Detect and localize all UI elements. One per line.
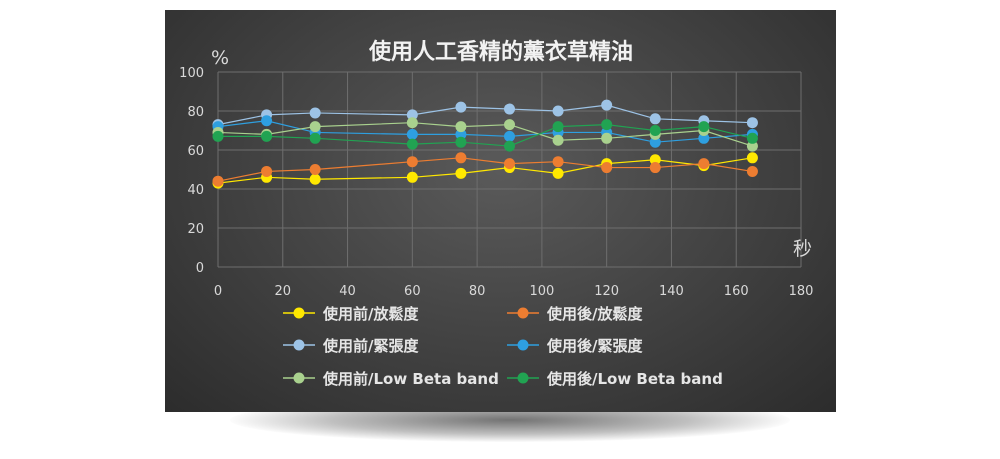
data-point [406, 117, 418, 129]
data-point [552, 167, 564, 179]
y-axis-label: % [211, 47, 229, 69]
data-point [455, 101, 467, 113]
legend-swatch-marker [517, 339, 529, 351]
data-point [504, 103, 515, 115]
data-point [601, 162, 613, 174]
data-point [746, 152, 758, 164]
x-tick-label: 100 [529, 284, 554, 299]
data-point [406, 171, 418, 183]
data-point [504, 140, 515, 152]
data-point [455, 167, 467, 179]
legend-swatch-marker [293, 372, 305, 384]
legend-swatch-marker [517, 307, 529, 319]
data-point [649, 136, 661, 148]
data-point [698, 121, 710, 133]
x-axis-label: 秒 [793, 238, 812, 260]
x-tick-label: 160 [724, 284, 749, 299]
data-point [309, 164, 321, 175]
data-point [406, 138, 418, 150]
series-line [217, 104, 753, 126]
line-chart: 0 20 40 60 80 100 0 20 40 60 80 100 120 140 160 180 使用人… [179, 39, 813, 388]
legend-label: 使用前/Low Beta band [322, 370, 499, 388]
data-point [455, 136, 467, 148]
chart-panel: 0 20 40 60 80 100 0 20 40 60 80 100 120 140 160 180 使用人… [165, 10, 836, 412]
y-tick-label: 60 [187, 144, 204, 159]
data-point [212, 130, 224, 142]
legend-swatch-marker [293, 307, 305, 319]
data-point [212, 175, 224, 187]
data-point [309, 121, 321, 133]
data-point [601, 99, 613, 111]
data-point [698, 132, 710, 144]
x-tick-label: 40 [339, 284, 356, 299]
data-point [649, 154, 661, 166]
data-point [552, 156, 564, 168]
data-point [406, 128, 418, 140]
series-line [217, 120, 753, 143]
x-tick-label: 60 [404, 284, 421, 299]
data-point [601, 119, 613, 131]
data-point [746, 117, 758, 129]
x-tick-label: 20 [275, 284, 292, 299]
legend-label: 使用後/放鬆度 [546, 305, 643, 323]
x-tick-label: 80 [469, 284, 486, 299]
axis-ticks: 0 20 40 60 80 100 0 20 40 60 80 100 120 140 160 180 [179, 66, 813, 299]
data-point [455, 152, 467, 164]
series-group [212, 99, 758, 189]
x-tick-label: 140 [659, 284, 684, 299]
data-point [261, 165, 273, 177]
x-tick-label: 180 [789, 284, 814, 299]
x-tick-label: 0 [214, 284, 222, 299]
data-point [455, 121, 467, 133]
series-line [217, 122, 753, 147]
data-point [261, 115, 273, 127]
y-tick-label: 0 [196, 261, 204, 276]
data-point [649, 113, 661, 125]
y-tick-label: 100 [179, 66, 204, 81]
data-point [309, 173, 321, 185]
data-point [746, 140, 758, 152]
data-point [746, 165, 758, 177]
data-point [601, 132, 613, 144]
legend-swatch-marker [517, 372, 529, 384]
grid-lines [217, 71, 802, 268]
chart-title: 使用人工香精的薰衣草精油 [368, 39, 633, 65]
data-point [504, 130, 515, 142]
legend-swatch-marker [293, 339, 305, 351]
legend-label: 使用後/緊張度 [546, 337, 643, 355]
data-point [552, 105, 564, 117]
data-point [746, 132, 758, 144]
data-point [309, 107, 321, 119]
data-point [504, 119, 515, 131]
x-tick-label: 120 [594, 284, 619, 299]
y-tick-label: 20 [187, 222, 204, 237]
data-point [649, 162, 661, 174]
data-point [406, 109, 418, 121]
data-point [455, 128, 467, 140]
legend-label: 使用後/Low Beta band [546, 370, 723, 388]
data-point [406, 156, 418, 168]
data-point [698, 158, 710, 170]
data-point [261, 130, 273, 142]
data-point [649, 125, 661, 136]
y-tick-label: 80 [187, 105, 204, 120]
data-point [552, 134, 564, 146]
legend-label: 使用前/放鬆度 [322, 305, 419, 323]
data-point [552, 121, 564, 133]
data-point [309, 132, 321, 144]
y-tick-label: 40 [187, 183, 204, 198]
data-point [504, 158, 515, 170]
legend-label: 使用前/緊張度 [322, 337, 419, 355]
